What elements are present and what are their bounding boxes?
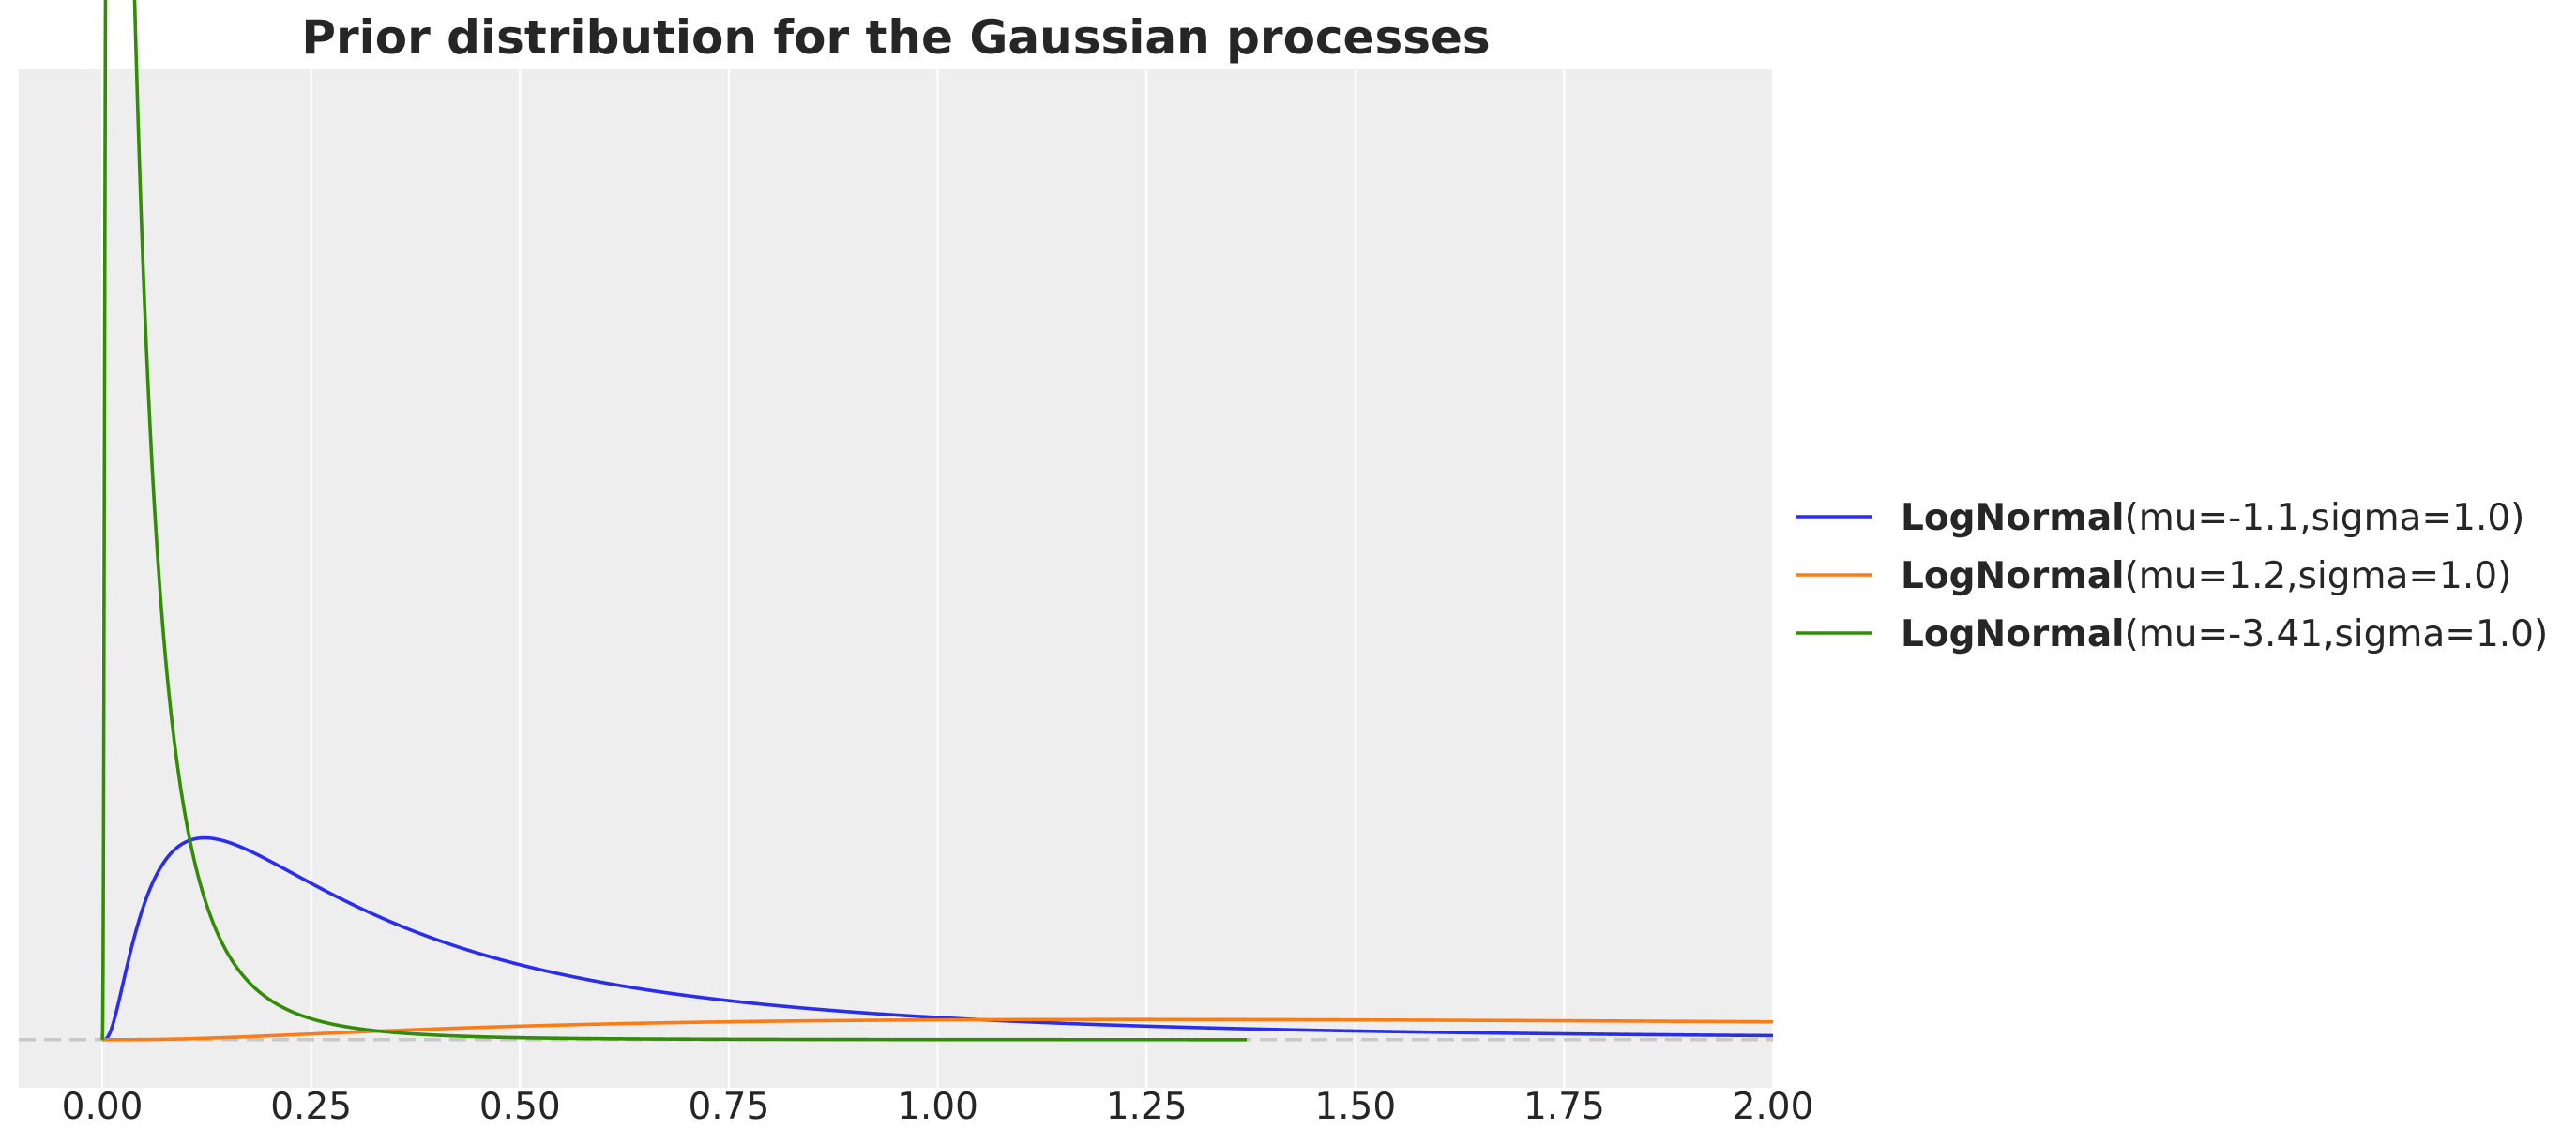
series-line-2 xyxy=(100,0,1249,1042)
legend-entry-0: LogNormal(mu=-1.1,sigma=1.0) xyxy=(1901,497,2524,539)
legend-entry-1: LogNormal(mu=1.2,sigma=1.0) xyxy=(1901,555,2511,597)
legend-entry-params: (mu=-3.41,sigma=1.0) xyxy=(2125,613,2549,655)
legend-entry-params: (mu=1.2,sigma=1.0) xyxy=(2125,555,2512,597)
x-tick-label-5: 1.25 xyxy=(1106,1086,1188,1128)
x-tick-label-8: 2.00 xyxy=(1733,1086,1814,1128)
x-tick-label-1: 0.25 xyxy=(270,1086,352,1128)
x-tick-label-6: 1.50 xyxy=(1314,1086,1396,1128)
series-group xyxy=(100,0,1775,1042)
legend: LogNormal(mu=-1.1,sigma=1.0)LogNormal(mu… xyxy=(1796,497,2548,655)
plot-area xyxy=(19,69,1773,1088)
legend-entry-2: LogNormal(mu=-3.41,sigma=1.0) xyxy=(1901,613,2548,655)
x-tick-label-4: 1.00 xyxy=(897,1086,978,1128)
legend-entry-name: LogNormal xyxy=(1901,497,2125,539)
x-tick-labels: 0.00 0.25 0.50 0.75 1.00 1.25 1.50 1.75 2.00 xyxy=(62,1086,1814,1128)
series-line-0 xyxy=(100,835,1775,1042)
legend-entry-name: LogNormal xyxy=(1901,613,2125,655)
x-tick-label-0: 0.00 xyxy=(62,1086,144,1128)
legend-entry-params: (mu=-1.1,sigma=1.0) xyxy=(2125,497,2525,539)
chart-title: Prior distribution for the Gaussian proc… xyxy=(301,10,1490,65)
legend-entry-name: LogNormal xyxy=(1901,555,2125,597)
x-tick-label-7: 1.75 xyxy=(1523,1086,1605,1128)
grid-lines xyxy=(100,69,1775,1088)
x-tick-label-3: 0.75 xyxy=(688,1086,769,1128)
x-tick-label-2: 0.50 xyxy=(479,1086,561,1128)
